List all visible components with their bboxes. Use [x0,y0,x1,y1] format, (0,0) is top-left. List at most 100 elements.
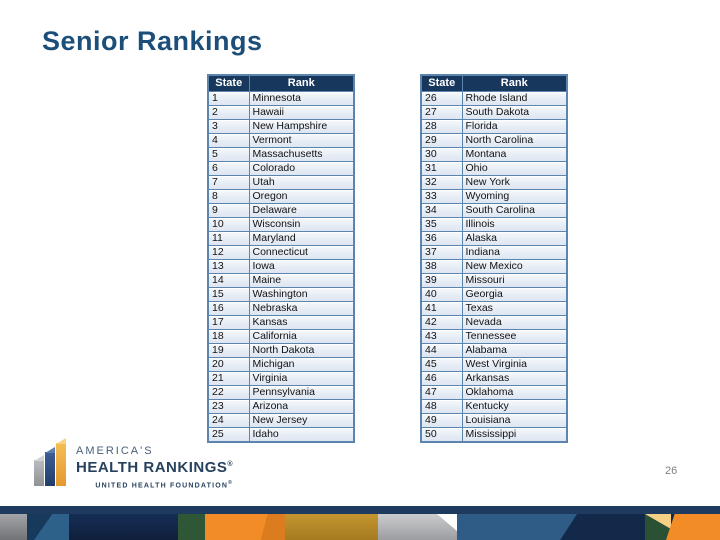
logo-text: AMERICA'S HEALTH RANKINGS® UNITED HEALTH… [76,445,233,492]
logo-bar-navy [45,452,55,486]
rank-number-cell: 42 [420,315,463,330]
state-name-cell: South Carolina [461,203,568,218]
column-header-state: State [207,74,250,92]
table-row: 37 Indiana [420,245,568,260]
state-name-cell: Oregon [248,189,355,204]
table-row: 40 Georgia [420,287,568,302]
state-name-cell: Washington [248,287,355,302]
rankings-table-26-50: State Rank 26 Rhode Island 27 South Dakota 2… [420,74,568,443]
state-name-cell: Hawaii [248,105,355,120]
state-name-cell: Arizona [248,399,355,414]
state-name-cell: Alabama [461,343,568,358]
americas-health-rankings-logo: AMERICA'S HEALTH RANKINGS® UNITED HEALTH… [34,443,233,492]
table-header-row: State Rank [207,74,355,92]
column-header-rank: Rank [248,74,355,92]
state-name-cell: New Jersey [248,413,355,428]
logo-bar-gray [34,460,44,486]
rank-number-cell: 31 [420,161,463,176]
rank-number-cell: 47 [420,385,463,400]
table-row: 46 Arkansas [420,371,568,386]
table-row: 20 Michigan [207,357,355,372]
rank-number-cell: 49 [420,413,463,428]
rank-number-cell: 11 [207,231,250,246]
state-name-cell: Idaho [248,427,355,443]
state-name-cell: South Dakota [461,105,568,120]
rank-number-cell: 39 [420,273,463,288]
rank-number-cell: 12 [207,245,250,260]
table-row: 50 Mississippi [420,427,568,443]
rank-number-cell: 43 [420,329,463,344]
table-row: 28 Florida [420,119,568,134]
rank-number-cell: 22 [207,385,250,400]
state-name-cell: Virginia [248,371,355,386]
table-row: 8 Oregon [207,189,355,204]
state-name-cell: Missouri [461,273,568,288]
state-name-cell: Kentucky [461,399,568,414]
state-name-cell: Nevada [461,315,568,330]
table-row: 35 Illinois [420,217,568,232]
table-row: 19 North Dakota [207,343,355,358]
state-name-cell: Louisiana [461,413,568,428]
rank-number-cell: 48 [420,399,463,414]
state-name-cell: Utah [248,175,355,190]
state-name-cell: Minnesota [248,91,355,106]
table-row: 10 Wisconsin [207,217,355,232]
table-row: 15 Washington [207,287,355,302]
state-name-cell: Maryland [248,231,355,246]
state-name-cell: Tennessee [461,329,568,344]
state-name-cell: Nebraska [248,301,355,316]
table-row: 3 New Hampshire [207,119,355,134]
state-name-cell: Rhode Island [461,91,568,106]
footer-segment-steel-blue [27,514,69,540]
rank-number-cell: 3 [207,119,250,134]
rank-number-cell: 33 [420,189,463,204]
table-row: 38 New Mexico [420,259,568,274]
rank-number-cell: 16 [207,301,250,316]
rank-number-cell: 1 [207,91,250,106]
rank-number-cell: 15 [207,287,250,302]
state-name-cell: New Mexico [461,259,568,274]
footer-segment-navy [69,514,178,540]
logo-line-health-rankings: HEALTH RANKINGS® [76,458,234,476]
table-row: 7 Utah [207,175,355,190]
rank-number-cell: 30 [420,147,463,162]
state-name-cell: Wyoming [461,189,568,204]
rank-number-cell: 28 [420,119,463,134]
page-title: Senior Rankings [42,26,263,56]
table-row: 2 Hawaii [207,105,355,120]
table-row: 34 South Carolina [420,203,568,218]
rank-number-cell: 37 [420,245,463,260]
state-name-cell: Alaska [461,231,568,246]
table-header-row: State Rank [420,74,568,92]
logo-bar-gold [56,443,66,486]
state-name-cell: Iowa [248,259,355,274]
rank-number-cell: 46 [420,371,463,386]
registered-mark: ® [228,479,234,486]
state-name-cell: Ohio [461,161,568,176]
table-row: 32 New York [420,175,568,190]
table-row: 22 Pennsylvania [207,385,355,400]
footer-segment-steel-blue-2 [457,514,577,540]
rank-number-cell: 24 [207,413,250,428]
column-header-rank: Rank [461,74,568,92]
table-row: 14 Maine [207,273,355,288]
rank-number-cell: 2 [207,105,250,120]
table-row: 12 Connecticut [207,245,355,260]
table-row: 33 Wyoming [420,189,568,204]
state-name-cell: Massachusetts [248,147,355,162]
bar-chart-icon [34,443,68,492]
table-row: 43 Tennessee [420,329,568,344]
state-name-cell: Indiana [461,245,568,260]
table-row: 21 Virginia [207,371,355,386]
table-row: 16 Nebraska [207,301,355,316]
rank-number-cell: 9 [207,203,250,218]
rank-number-cell: 7 [207,175,250,190]
table-row: 36 Alaska [420,231,568,246]
rank-number-cell: 32 [420,175,463,190]
table-row: 31 Ohio [420,161,568,176]
table-row: 6 Colorado [207,161,355,176]
rank-number-cell: 27 [420,105,463,120]
table-row: 24 New Jersey [207,413,355,428]
rank-number-cell: 8 [207,189,250,204]
